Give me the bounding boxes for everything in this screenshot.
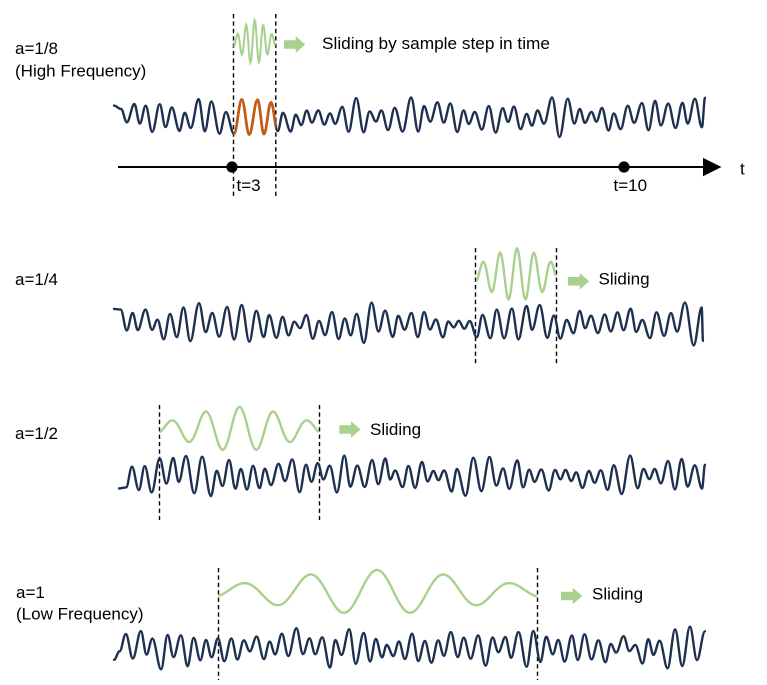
svg-text:t=3: t=3 — [237, 176, 261, 195]
svg-text:a=1/4: a=1/4 — [15, 270, 58, 289]
svg-text:Sliding: Sliding — [599, 270, 650, 289]
svg-text:Sliding by sample step in time: Sliding by sample step in time — [322, 34, 550, 53]
svg-text:t: t — [740, 160, 745, 179]
svg-text:Sliding: Sliding — [592, 585, 643, 604]
svg-text:a=1/8: a=1/8 — [15, 39, 58, 58]
svg-text:a=1/2: a=1/2 — [15, 424, 58, 443]
svg-text:(High Frequency): (High Frequency) — [15, 62, 146, 81]
svg-text:(Low Frequency): (Low Frequency) — [16, 605, 144, 624]
svg-text:Sliding: Sliding — [370, 420, 421, 439]
svg-text:t=10: t=10 — [614, 176, 648, 195]
svg-text:a=1: a=1 — [16, 583, 45, 602]
